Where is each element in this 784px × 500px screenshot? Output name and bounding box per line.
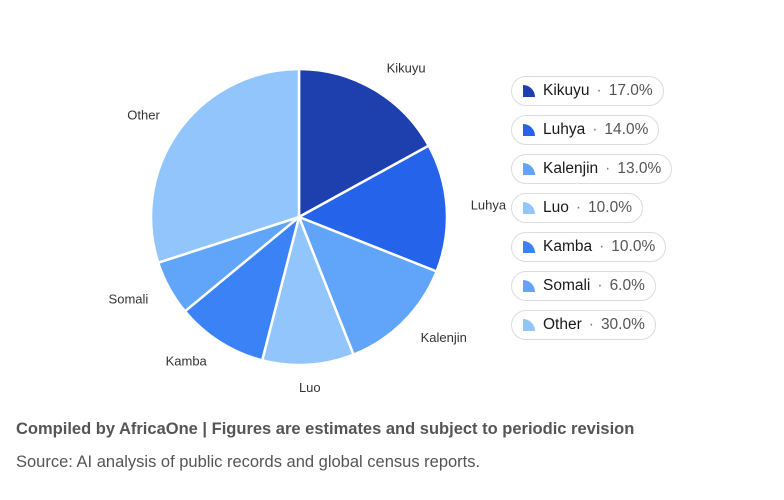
- slice-label-kalenjin: Kalenjin: [421, 330, 467, 345]
- legend-percent: 10.0%: [611, 238, 656, 255]
- legend-item-somali: Somali · 6.0%: [511, 271, 656, 301]
- slice-label-kamba: Kamba: [166, 354, 208, 369]
- pie-slice-kamba: [183, 215, 301, 362]
- legend-name: Other: [543, 316, 582, 333]
- slice-label-somali: Somali: [109, 291, 149, 306]
- legend-swatch-icon: [522, 201, 536, 215]
- pie-labels: Kikuyu Luhya Kalenjin Luo Kamba Somali Other: [109, 60, 507, 395]
- pie-slice-other: [149, 67, 301, 264]
- legend-percent: 17.0%: [608, 82, 653, 99]
- legend-item-luo: Luo · 10.0%: [511, 193, 643, 223]
- legend-name: Luo: [543, 199, 569, 216]
- footer-source: Source: AI analysis of public records an…: [16, 453, 481, 471]
- legend-percent: 13.0%: [617, 160, 662, 177]
- slice-label-kikuyu: Kikuyu: [387, 60, 426, 75]
- pie-slice-kalenjin: [297, 215, 438, 356]
- legend-swatch-icon: [522, 240, 536, 254]
- legend-separator: ·: [597, 277, 603, 294]
- legend-percent: 6.0%: [609, 277, 645, 294]
- pie-slice-kikuyu: [297, 67, 430, 219]
- legend-swatch-icon: [522, 84, 536, 98]
- slice-label-other: Other: [127, 107, 160, 122]
- legend-item-other: Other · 30.0%: [511, 310, 656, 340]
- legend-separator: ·: [575, 199, 582, 216]
- legend-item-kamba: Kamba · 10.0%: [511, 232, 667, 262]
- legend: Kikuyu · 17.0% Luhya · 14.0% Kalenjin · 13.0% Luo…: [511, 76, 673, 340]
- legend-separator: ·: [605, 160, 611, 177]
- slice-label-luo: Luo: [299, 380, 321, 395]
- legend-swatch-icon: [522, 123, 536, 137]
- legend-swatch-icon: [522, 318, 536, 332]
- pie-chart: Kikuyu Luhya Kalenjin Luo Kamba Somali Other: [109, 60, 507, 395]
- pie-slice-luhya: [297, 144, 449, 273]
- legend-percent: 10.0%: [588, 199, 632, 216]
- legend-name: Kamba: [543, 238, 593, 255]
- legend-separator: ·: [588, 316, 594, 333]
- legend-separator: ·: [599, 238, 605, 255]
- legend-swatch-icon: [522, 279, 536, 293]
- legend-item-kikuyu: Kikuyu · 17.0%: [511, 76, 664, 106]
- legend-item-luhya: Luhya · 14.0%: [511, 115, 660, 145]
- pie-slices: [149, 67, 449, 367]
- legend-percent: 14.0%: [604, 121, 649, 138]
- slice-label-luhya: Luhya: [471, 198, 507, 213]
- legend-percent: 30.0%: [600, 316, 645, 333]
- legend-swatch-icon: [522, 162, 536, 176]
- legend-name: Kikuyu: [543, 82, 590, 99]
- legend-name: Somali: [543, 277, 591, 294]
- legend-name: Luhya: [543, 121, 586, 138]
- legend-separator: ·: [596, 82, 602, 99]
- legend-separator: ·: [592, 121, 598, 138]
- legend-item-kalenjin: Kalenjin · 13.0%: [511, 154, 673, 184]
- legend-name: Kalenjin: [543, 160, 599, 177]
- pie-slice-luo: [260, 215, 355, 367]
- footer-note: Compiled by AfricaOne | Figures are esti…: [16, 420, 635, 438]
